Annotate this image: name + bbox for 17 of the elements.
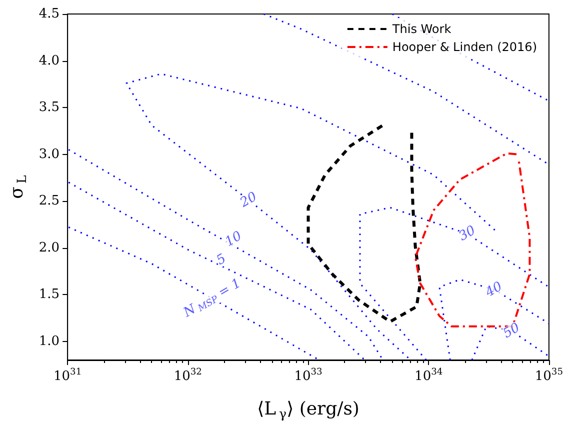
y-tick-label: 3.0 [38, 146, 60, 162]
y-axis-title: σL [6, 174, 29, 199]
annotation: 50 [500, 320, 523, 342]
annotation: 10 [222, 228, 245, 250]
y-tick-label: 4.0 [38, 53, 60, 68]
legend-label: Hooper & Linden (2016) [392, 40, 538, 54]
y-tick-label: 4.5 [38, 6, 60, 22]
y-tick-label: 2.0 [38, 240, 60, 256]
y-tick-label: 2.5 [38, 194, 60, 209]
y-tick-label: 1.5 [38, 287, 60, 302]
annotation: 30 [456, 223, 478, 244]
annotation: 5 [214, 251, 229, 268]
legend-label: This Work [391, 22, 452, 36]
y-tick-label: 3.5 [38, 100, 60, 116]
annotation: 40 [482, 279, 505, 301]
y-tick-label: 1.0 [38, 334, 60, 349]
annotation: 20 [236, 189, 260, 212]
